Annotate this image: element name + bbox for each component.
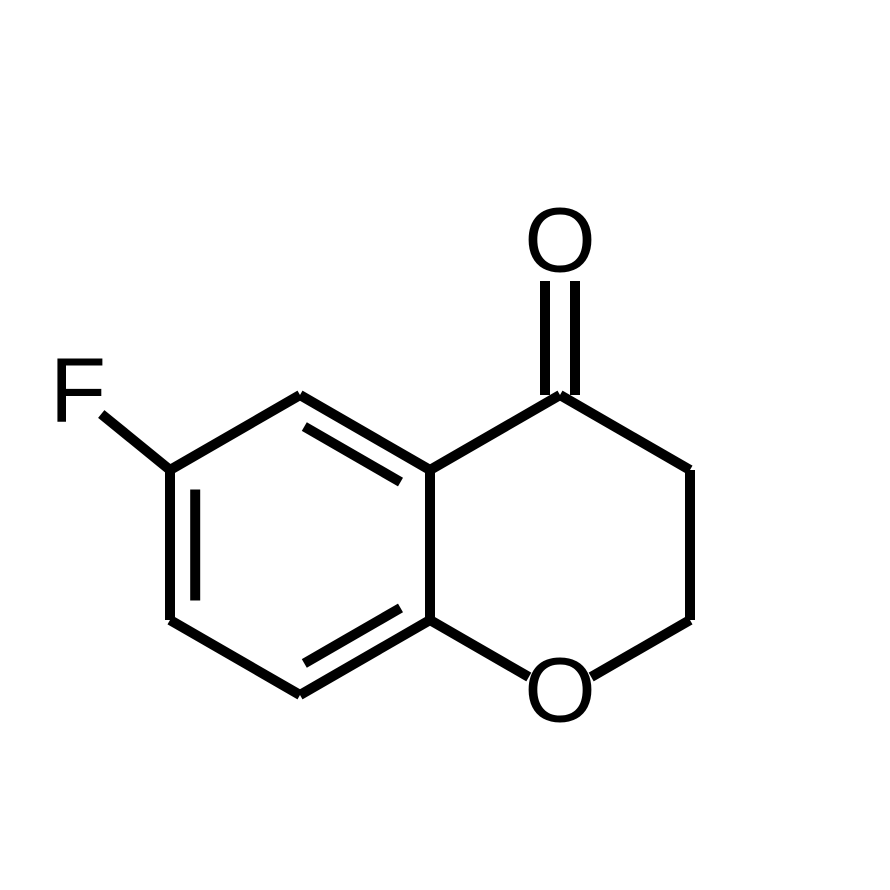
o-atom-label: O: [524, 639, 596, 741]
f-atom-label: F: [50, 339, 106, 441]
o-atom-label: O: [524, 189, 596, 291]
molecule-diagram: O O F: [0, 0, 890, 890]
